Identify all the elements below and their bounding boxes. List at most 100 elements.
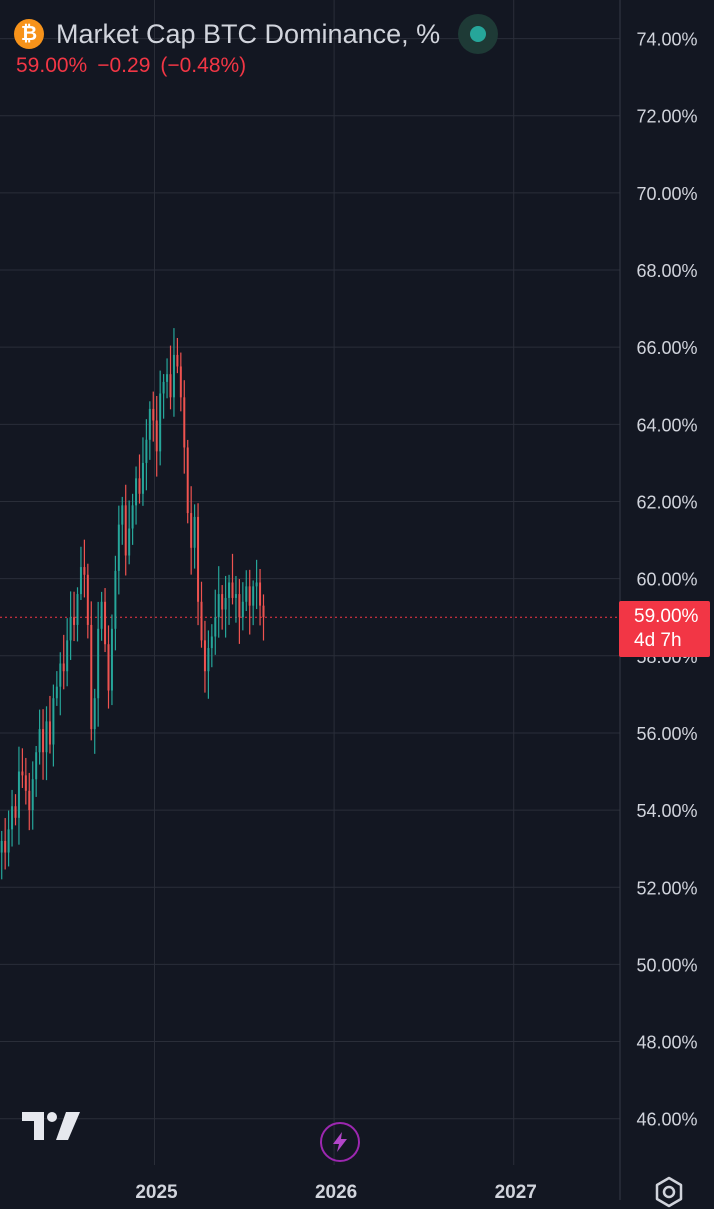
candle-body	[214, 617, 217, 637]
chart-grid	[0, 0, 620, 1165]
candle-body	[45, 721, 48, 753]
candle-body	[24, 775, 27, 791]
candle-body	[86, 574, 89, 625]
candles	[0, 328, 265, 880]
candle-body	[121, 505, 124, 525]
candle-body	[166, 374, 169, 382]
candle-body	[52, 698, 55, 745]
candle-body	[200, 601, 203, 641]
candle-body	[138, 478, 141, 494]
y-tick-label: 70.00%	[636, 184, 697, 204]
candle-body	[76, 594, 79, 625]
candle-body	[0, 840, 3, 853]
candle-body	[117, 524, 120, 571]
bitcoin-logo-icon: ₿	[14, 19, 44, 49]
candle-body	[79, 567, 82, 595]
candle-body	[141, 462, 144, 494]
candle-body	[131, 505, 134, 529]
change-value: −0.29	[97, 54, 151, 77]
candle-body	[241, 601, 244, 618]
candle-body	[197, 516, 200, 602]
y-tick-label: 52.00%	[636, 878, 697, 898]
y-axis: 46.00%48.00%50.00%52.00%54.00%56.00%58.0…	[636, 30, 697, 1130]
candle-body	[217, 594, 220, 618]
candle-body	[152, 408, 155, 421]
last-value: 59.00%	[16, 54, 88, 77]
candle-body	[210, 636, 213, 649]
candle-body	[145, 439, 148, 463]
candle-body	[93, 698, 96, 730]
candle-body	[228, 582, 231, 598]
y-tick-label: 60.00%	[636, 570, 697, 590]
candle-body	[11, 806, 14, 830]
y-tick-label: 56.00%	[636, 724, 697, 744]
market-status-button[interactable]	[458, 14, 499, 54]
x-tick-label: 2026	[315, 1182, 357, 1200]
chart-title[interactable]: Market Cap BTC Dominance, %	[56, 18, 441, 49]
candle-body	[35, 752, 38, 780]
candle-body	[245, 586, 248, 602]
y-tick-label: 48.00%	[636, 1033, 697, 1053]
candle-body	[104, 601, 107, 645]
price-badge-countdown: 4d 7h	[634, 630, 682, 651]
candle-body	[162, 381, 165, 394]
change-percent: (−0.48%)	[160, 54, 247, 77]
y-tick-label: 50.00%	[636, 955, 697, 975]
candle-body	[169, 374, 172, 398]
status-dot-icon	[470, 26, 487, 42]
price-badge: 59.00% 4d 7h	[619, 601, 710, 657]
y-tick-label: 74.00%	[636, 30, 697, 50]
candle-body	[221, 594, 224, 610]
candle-body	[107, 644, 110, 691]
candle-body	[114, 570, 117, 629]
candle-body	[97, 628, 100, 699]
lightning-bolt-icon	[333, 1132, 347, 1152]
tradingview-logo-icon[interactable]	[22, 1108, 80, 1144]
y-tick-label: 66.00%	[636, 338, 697, 358]
candle-body	[17, 771, 20, 818]
candle-body	[100, 601, 103, 629]
price-badge-value: 59.00%	[634, 606, 699, 627]
candle-body	[7, 829, 10, 853]
y-tick-label: 72.00%	[636, 107, 697, 127]
candle-body	[128, 528, 131, 556]
candle-body	[183, 397, 186, 448]
candle-body	[234, 594, 237, 598]
candle-body	[55, 686, 58, 699]
chart-header: ₿ Market Cap BTC Dominance, % 59.00% −0.2…	[14, 14, 614, 78]
candle-body	[155, 420, 158, 452]
y-tick-label: 64.00%	[636, 415, 697, 435]
x-tick-label: 2025	[135, 1182, 178, 1200]
candle-body	[231, 582, 234, 598]
quote-row: 59.00% −0.29 (−0.48%)	[16, 54, 614, 78]
candle-body	[179, 366, 182, 398]
candle-body	[262, 605, 265, 618]
candle-body	[207, 648, 210, 672]
y-tick-label: 54.00%	[636, 801, 697, 821]
candle-body	[73, 617, 76, 625]
x-axis: 2025 2026 2027	[135, 1182, 536, 1200]
gear-icon[interactable]	[652, 1175, 686, 1209]
candle-body	[14, 806, 17, 818]
candle-body	[28, 790, 31, 811]
candle-body	[90, 624, 93, 730]
lightning-bolt-button[interactable]	[320, 1122, 360, 1162]
candle-body	[238, 594, 241, 618]
candle-body	[38, 729, 41, 753]
candle-body	[31, 779, 34, 811]
candle-body	[176, 354, 179, 367]
candle-body	[110, 628, 113, 691]
candle-body	[62, 663, 65, 672]
candle-body	[135, 478, 138, 506]
candle-body	[186, 447, 189, 514]
candle-body	[203, 640, 206, 672]
candle-body	[248, 586, 251, 606]
candle-body	[148, 408, 151, 440]
y-tick-label: 62.00%	[636, 492, 697, 512]
candle-body	[83, 567, 86, 575]
candle-body	[124, 505, 127, 556]
candle-body	[172, 354, 175, 398]
y-tick-label: 46.00%	[636, 1110, 697, 1130]
candle-body	[159, 393, 162, 452]
